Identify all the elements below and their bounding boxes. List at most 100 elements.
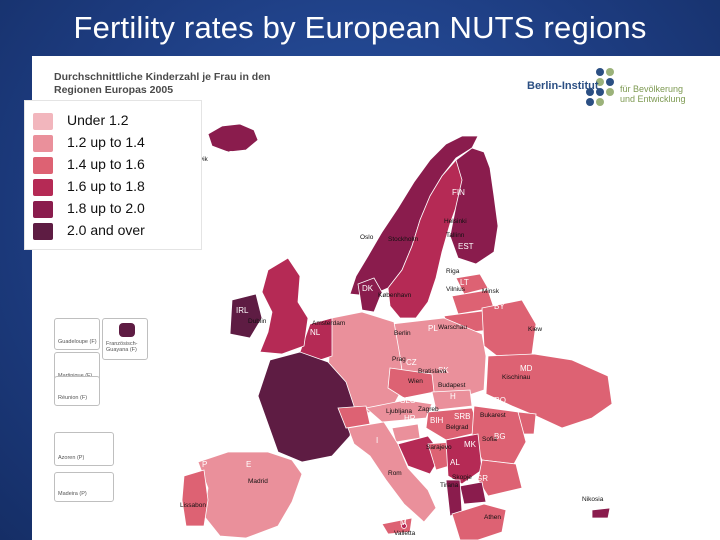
- city-label: Warschau: [438, 324, 468, 331]
- country-code: MD: [520, 364, 533, 373]
- city-label: København: [378, 292, 412, 299]
- region-sicily: [381, 517, 413, 535]
- city-label: Sofia: [482, 436, 497, 443]
- country-code: SK: [438, 366, 449, 375]
- city-label: Nikosia: [582, 496, 604, 503]
- inset-label: Réunion (F): [58, 395, 88, 401]
- europe-map: [181, 68, 614, 540]
- logo-name: Berlin-Institut: [527, 80, 599, 92]
- map-heading-line1: Durchschnittliche Kinderzahl je Frau in …: [54, 71, 271, 83]
- city-label: Amsterdam: [312, 320, 346, 327]
- inset-label: Azoren (P): [58, 455, 85, 461]
- country-code: M: [400, 518, 407, 527]
- city-label: Belgrad: [446, 424, 469, 431]
- country-code: CZ: [406, 358, 417, 367]
- legend-item: 2.0 and over: [33, 221, 203, 241]
- country-code: BG: [494, 432, 506, 441]
- slide-title: Fertility rates by European NUTS regions: [73, 10, 647, 45]
- map-heading-line2: Regionen Europas 2005: [54, 84, 174, 96]
- city-label: Lissabon: [180, 502, 207, 509]
- inset-madeira: Madeira (P): [54, 472, 114, 502]
- logo-dot: [606, 88, 614, 96]
- logo-sub-line2: und Entwicklung: [620, 94, 686, 104]
- legend-swatch: [33, 135, 53, 152]
- map-heading: Durchschnittliche Kinderzahl je Frau in …: [54, 71, 314, 97]
- legend-swatch: [33, 223, 53, 240]
- region-denmark: [357, 277, 383, 313]
- legend-swatch: [33, 179, 53, 196]
- country-code: LV: [464, 262, 474, 271]
- city-label: Helsinki: [444, 218, 467, 225]
- region-estonia: [455, 273, 489, 295]
- country-code: S: [368, 220, 374, 229]
- region-france: [257, 351, 355, 463]
- region-macedonia: [459, 481, 487, 505]
- country-code: H: [450, 392, 456, 401]
- guyane-shape: [119, 323, 135, 337]
- city-label: Ljubljana: [386, 408, 413, 415]
- country-code: GR: [476, 474, 488, 483]
- region-greece: [451, 503, 507, 540]
- country-code: I: [376, 436, 379, 445]
- region-iceland: [207, 123, 259, 153]
- region-great-britain: [259, 257, 309, 355]
- city-label: Vilnius: [446, 286, 466, 293]
- city-label: Skopje: [452, 474, 472, 481]
- region-ireland: [229, 293, 263, 339]
- country-code: SRB: [454, 412, 471, 421]
- country-code: PL: [428, 324, 438, 333]
- country-code: HR: [404, 414, 416, 423]
- inset-label: Französisch-Guayana (F): [106, 341, 138, 353]
- city-label: Budapest: [438, 382, 466, 389]
- region-cyprus: [591, 507, 611, 519]
- country-code: LT: [460, 278, 469, 287]
- region-ukraine: [485, 353, 613, 429]
- country-code: BIH: [430, 416, 444, 425]
- logo-dot: [596, 88, 604, 96]
- country-code: P: [202, 460, 208, 469]
- logo-dot: [596, 78, 604, 86]
- city-label: Sarajevo: [426, 444, 452, 451]
- city-label: Prag: [392, 356, 406, 363]
- city-label: Zagreb: [418, 406, 439, 413]
- region-finland: [449, 147, 499, 265]
- region-bulgaria: [477, 459, 523, 497]
- logo-dot: [586, 88, 594, 96]
- logo-subtitle: für Bevölkerung und Entwicklung: [620, 84, 700, 104]
- legend-label: 1.6 up to 1.8: [67, 178, 145, 194]
- legend-item: 1.8 up to 2.0: [33, 199, 203, 219]
- city-label: Riga: [446, 268, 460, 275]
- inset-azoren: Azoren (P): [54, 432, 114, 466]
- logo-dot: [606, 78, 614, 86]
- city-label: Minsk: [482, 288, 499, 295]
- legend-label: 1.2 up to 1.4: [67, 134, 145, 150]
- inset-guyane: Französisch-Guayana (F): [102, 318, 148, 360]
- logo-dot: [596, 68, 604, 76]
- city-label: Kischinau: [502, 374, 531, 381]
- country-code: DK: [362, 284, 374, 293]
- country-code: IRL: [236, 306, 249, 315]
- country-code: EST: [458, 242, 474, 251]
- city-label: Bratislava: [418, 368, 447, 375]
- legend-label: 1.8 up to 2.0: [67, 200, 145, 216]
- city-label: Rom: [388, 470, 402, 477]
- logo-sub-line1: für Bevölkerung: [620, 84, 684, 94]
- legend-label: Under 1.2: [67, 112, 129, 128]
- city-label: Dublin: [248, 318, 267, 325]
- country-code: SLO: [400, 396, 417, 405]
- country-code: AL: [450, 458, 460, 467]
- legend: Under 1.2 1.2 up to 1.4 1.4 up to 1.6 1.…: [24, 100, 202, 250]
- city-label: Athen: [484, 514, 501, 521]
- region-czech: [387, 367, 435, 399]
- legend-item: Under 1.2: [33, 111, 203, 131]
- city-label: Valletta: [394, 530, 416, 537]
- city-label: Oslo: [360, 234, 374, 241]
- legend-item: 1.6 up to 1.8: [33, 177, 203, 197]
- region-austria: [365, 399, 433, 423]
- legend-item: 1.4 up to 1.6: [33, 155, 203, 175]
- logo-dots-graphic: [586, 68, 614, 106]
- country-code: FIN: [452, 188, 465, 197]
- country-code: UA: [534, 338, 546, 347]
- logo-dot: [606, 68, 614, 76]
- city-label: Madrid: [248, 478, 268, 485]
